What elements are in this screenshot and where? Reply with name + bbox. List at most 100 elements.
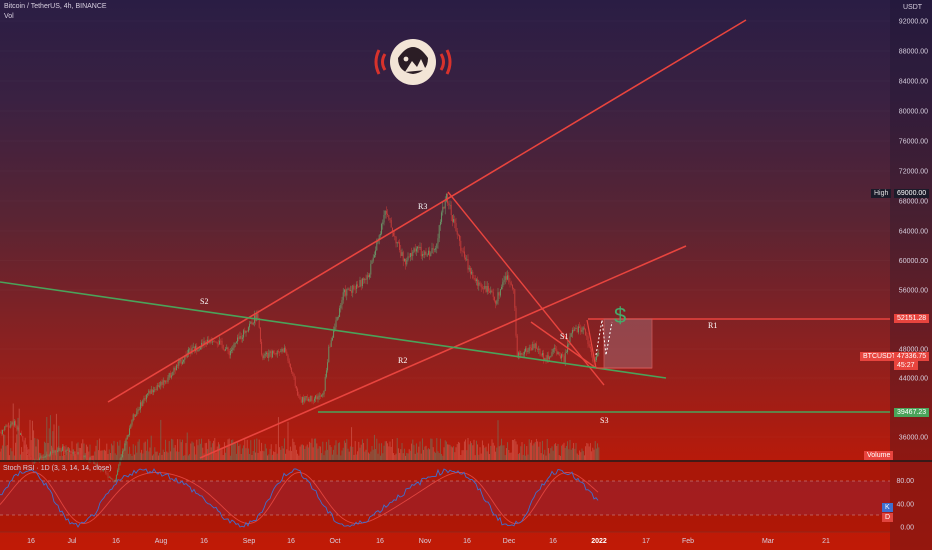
candle-body [144, 398, 146, 400]
candle-body [301, 397, 303, 403]
volume-bar [223, 442, 225, 460]
volume-bar [82, 439, 84, 460]
volume-bar [71, 441, 73, 460]
candle-body [97, 465, 99, 467]
time-tick-label: Jul [68, 538, 77, 545]
candle-body [493, 296, 495, 301]
volume-bar [163, 451, 165, 460]
volume-bar [421, 438, 423, 460]
candle-body [439, 221, 441, 226]
volume-bar [413, 445, 415, 460]
volume-bar [214, 438, 216, 460]
candle-body [591, 348, 593, 356]
price-axis-strip[interactable] [890, 0, 932, 550]
volume-bar [465, 439, 467, 460]
volume-bar [549, 453, 551, 460]
candle-body [385, 210, 387, 214]
volume-bar [293, 441, 295, 460]
volume-bar [403, 448, 405, 460]
candle-body [53, 449, 55, 453]
volume-bar [281, 445, 283, 460]
volume-bar [387, 443, 389, 460]
volume-bar [115, 454, 117, 460]
candle-body [582, 327, 584, 330]
candle-body [589, 346, 591, 349]
volume-bar [364, 451, 366, 460]
candle-body [429, 250, 431, 257]
target-box[interactable] [603, 318, 653, 369]
candle-body [575, 328, 577, 329]
candle-body [424, 251, 426, 255]
candle-body [534, 343, 536, 349]
candle-body [19, 433, 21, 435]
volume-bar [83, 443, 85, 460]
candle-body [89, 457, 91, 462]
stoch-d-tag: D [882, 513, 894, 522]
volume-bar [397, 448, 399, 460]
volume-bar [495, 451, 497, 460]
candle-body [563, 356, 565, 363]
candle-body [250, 321, 252, 324]
volume-bar [445, 441, 447, 460]
volume-bar [215, 452, 217, 460]
stoch-d-line [0, 472, 599, 524]
candle-body [99, 466, 101, 467]
candle-body [391, 227, 393, 233]
candle-body [313, 398, 315, 401]
candle-body [229, 351, 231, 356]
candle-body [15, 421, 17, 426]
candle-body [395, 236, 397, 244]
candle-body [3, 429, 5, 431]
volume-bar [430, 438, 432, 460]
volume-bar [438, 453, 440, 460]
volume-bar [547, 448, 549, 460]
candle-body [67, 449, 69, 452]
candle-body [143, 398, 145, 401]
candle-body [91, 459, 93, 460]
candle-body [443, 206, 445, 209]
candle-body [436, 243, 438, 249]
volume-bar [136, 452, 138, 460]
volume-bar [175, 451, 177, 460]
volume-bar [289, 446, 291, 460]
candle-body [539, 348, 541, 355]
volume-bar [269, 449, 271, 460]
volume-bar [96, 440, 98, 460]
candle-body [137, 409, 139, 412]
candle-body [427, 250, 429, 255]
candle-body [117, 470, 119, 475]
candle-body [106, 473, 108, 474]
candle-body [387, 213, 389, 216]
volume-bar [377, 453, 379, 460]
volume-bar [342, 447, 344, 460]
volume-bar [396, 438, 398, 460]
volume-bar [525, 455, 527, 460]
candle-body [390, 219, 392, 228]
time-tick-label: 17 [642, 538, 650, 545]
volume-bar [17, 417, 19, 460]
time-axis[interactable]: 16 Jul 16 Aug 16 Sep 16 Oct 16 Nov 16 Dec 16 2022 17 Fe… [27, 538, 830, 545]
candle-body [276, 351, 278, 355]
candle-body [88, 457, 90, 462]
candle-body [519, 352, 521, 356]
volume-bar [479, 447, 481, 460]
candle-body [359, 280, 361, 287]
candle-body [430, 253, 432, 257]
time-tick-label: 16 [287, 538, 295, 545]
volume-bar [252, 450, 254, 460]
candle-body [108, 476, 110, 478]
volume-bar [519, 452, 521, 460]
candle-body [459, 235, 461, 241]
volume-bar [510, 452, 512, 460]
candle-body [349, 290, 351, 291]
volume-bar [127, 453, 129, 460]
candle-body [77, 452, 79, 454]
candle-body [351, 290, 353, 293]
candle-body [42, 457, 44, 459]
candle-body [40, 456, 42, 459]
stoch-tick-label: 0.00 [900, 525, 914, 532]
candle-body [545, 358, 547, 362]
volume-bar [589, 443, 591, 460]
volume-bar [388, 446, 390, 460]
